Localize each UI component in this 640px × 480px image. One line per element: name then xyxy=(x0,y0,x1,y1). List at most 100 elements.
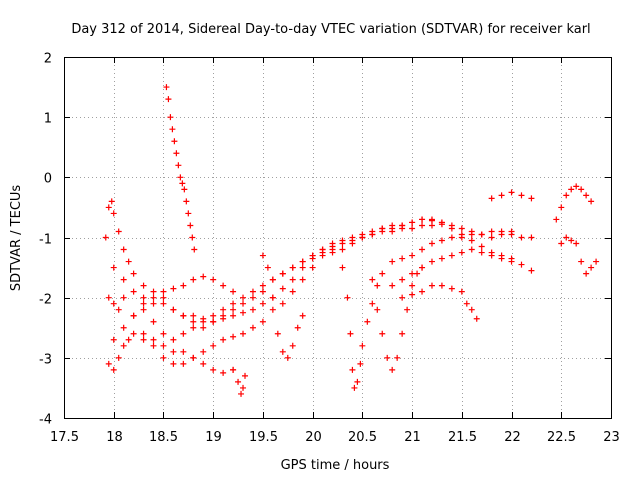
data-point xyxy=(409,270,416,277)
data-point xyxy=(438,237,445,244)
data-point xyxy=(563,192,570,199)
data-point xyxy=(409,219,416,226)
data-point xyxy=(357,360,364,367)
data-point xyxy=(110,210,117,217)
data-point xyxy=(160,288,167,295)
data-point xyxy=(264,264,271,271)
data-point xyxy=(160,342,167,349)
data-point xyxy=(240,309,247,316)
data-point xyxy=(593,258,600,265)
x-tick-label: 21.5 xyxy=(448,430,477,445)
data-point xyxy=(259,300,266,307)
data-point xyxy=(140,300,147,307)
data-point xyxy=(438,221,445,228)
data-point xyxy=(573,240,580,247)
data-point xyxy=(419,288,426,295)
data-point xyxy=(259,288,266,295)
data-point xyxy=(409,291,416,298)
data-point xyxy=(553,216,560,223)
data-point xyxy=(230,288,237,295)
data-point xyxy=(528,234,535,241)
data-point xyxy=(578,258,585,265)
series-track-l xyxy=(558,234,600,277)
data-point xyxy=(200,348,207,355)
data-point xyxy=(175,162,182,169)
data-point xyxy=(249,288,256,295)
data-point xyxy=(249,294,256,301)
data-point xyxy=(289,342,296,349)
data-point xyxy=(140,330,147,337)
data-point xyxy=(115,354,122,361)
data-point xyxy=(163,84,170,91)
series-track-e xyxy=(110,273,237,343)
data-point xyxy=(339,246,346,253)
series-track-c xyxy=(105,216,515,373)
data-point xyxy=(220,336,227,343)
data-point xyxy=(125,336,132,343)
data-point xyxy=(230,366,237,373)
data-point xyxy=(448,225,455,232)
data-point xyxy=(183,198,190,205)
data-point xyxy=(220,369,227,376)
data-point xyxy=(428,258,435,265)
data-point xyxy=(558,240,565,247)
data-point xyxy=(428,240,435,247)
data-point xyxy=(120,324,127,331)
data-point xyxy=(190,312,197,319)
data-point xyxy=(235,378,242,385)
data-point xyxy=(130,270,137,277)
data-point xyxy=(171,138,178,145)
data-point xyxy=(344,294,351,301)
data-point xyxy=(169,126,176,133)
data-point xyxy=(473,315,480,322)
data-point xyxy=(568,186,575,193)
data-point xyxy=(478,249,485,256)
y-tick-label: -1 xyxy=(39,233,52,248)
x-tick-label: 23 xyxy=(603,430,620,445)
x-tick-label: 19 xyxy=(205,430,222,445)
series-track-f xyxy=(140,246,336,343)
data-point xyxy=(488,228,495,235)
data-point xyxy=(180,360,187,367)
data-point xyxy=(140,282,147,289)
y-axis-label: SDTVAR / TECUs xyxy=(9,185,24,292)
data-point xyxy=(359,231,366,238)
x-tick-label: 19.5 xyxy=(249,430,278,445)
data-point xyxy=(458,249,465,256)
data-point xyxy=(379,330,386,337)
y-tick-label: 0 xyxy=(44,172,52,187)
series-track-i xyxy=(399,282,480,322)
data-point xyxy=(140,306,147,313)
data-point xyxy=(588,198,595,205)
data-point xyxy=(309,264,316,271)
x-tick-label: 21 xyxy=(404,430,421,445)
data-point xyxy=(289,276,296,283)
x-tick-label: 18.5 xyxy=(149,430,178,445)
data-point xyxy=(189,234,196,241)
data-point xyxy=(220,282,227,289)
data-point xyxy=(528,267,535,274)
data-point xyxy=(563,234,570,241)
data-point xyxy=(150,336,157,343)
data-point xyxy=(230,312,237,319)
data-point xyxy=(374,282,381,289)
data-point xyxy=(419,264,426,271)
data-point xyxy=(190,276,197,283)
data-point xyxy=(108,198,115,205)
data-point xyxy=(259,252,266,259)
data-point xyxy=(448,234,455,241)
series-track-k xyxy=(553,183,595,223)
data-point xyxy=(279,300,286,307)
data-point xyxy=(299,276,306,283)
data-point xyxy=(160,330,167,337)
data-point xyxy=(349,234,356,241)
data-point xyxy=(120,246,127,253)
data-point xyxy=(249,306,256,313)
data-point xyxy=(249,324,256,331)
data-point xyxy=(170,285,177,292)
data-point xyxy=(181,186,188,193)
data-point xyxy=(160,294,167,301)
data-point xyxy=(468,246,475,253)
data-point xyxy=(210,318,217,325)
